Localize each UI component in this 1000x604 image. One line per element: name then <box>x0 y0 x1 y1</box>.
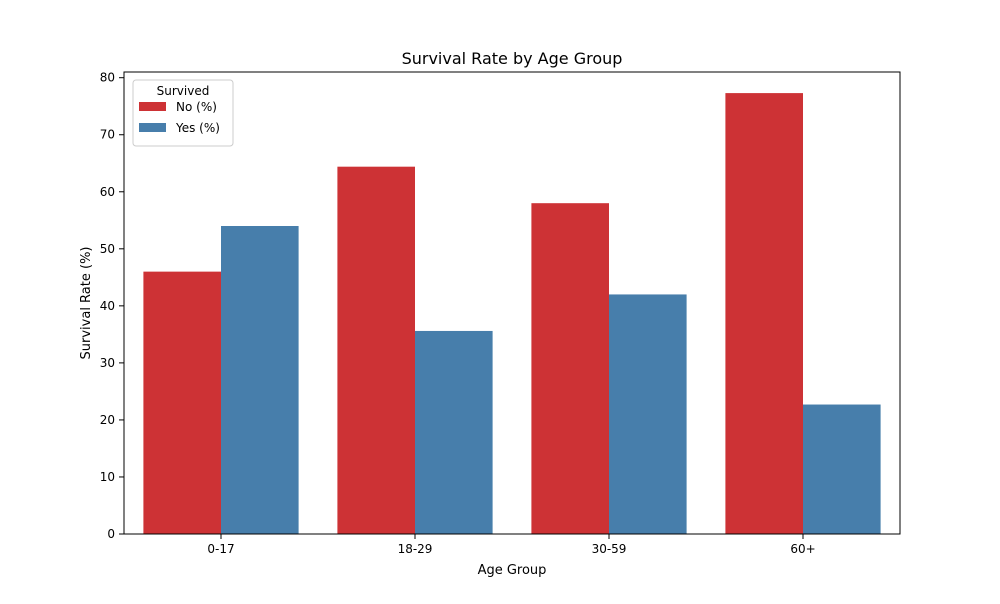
y-tick-label: 80 <box>100 71 115 85</box>
legend-swatch-yes <box>139 123 166 132</box>
bar-yes-60+ <box>803 404 881 534</box>
bar-no-60+ <box>725 93 803 534</box>
y-tick-label: 70 <box>100 128 115 142</box>
chart-title: Survival Rate by Age Group <box>402 49 623 68</box>
y-tick-label: 50 <box>100 242 115 256</box>
y-axis-label: Survival Rate (%) <box>79 247 94 360</box>
legend: Survived No (%) Yes (%) <box>132 79 234 147</box>
plot-frame <box>123 71 901 535</box>
bar-yes-18-29 <box>415 330 493 534</box>
bar-no-30-59 <box>531 203 609 534</box>
legend-swatch-no <box>139 102 166 111</box>
legend-items: No (%) Yes (%) <box>139 100 220 135</box>
x-tick-label: 30-59 <box>592 542 627 556</box>
bar-yes-0-17 <box>221 226 299 534</box>
x-axis: 0-17 18-29 30-59 60+ <box>207 534 816 556</box>
y-tick-label: 10 <box>100 470 115 484</box>
x-tick-label: 18-29 <box>398 542 433 556</box>
x-axis-label: Age Group <box>478 563 547 578</box>
y-tick-label: 0 <box>107 527 115 541</box>
y-tick-label: 30 <box>100 356 115 370</box>
legend-label-no: No (%) <box>176 100 217 114</box>
y-axis: 0 10 20 30 40 50 60 70 80 <box>100 71 124 541</box>
x-tick-label: 60+ <box>790 542 815 556</box>
bar-yes-30-59 <box>609 294 687 534</box>
y-tick-label: 20 <box>100 413 115 427</box>
y-tick-label: 60 <box>100 185 115 199</box>
y-tick-label: 40 <box>100 299 115 313</box>
bar-no-0-17 <box>143 271 221 534</box>
legend-title: Survived <box>157 84 210 98</box>
x-tick-label: 0-17 <box>207 542 234 556</box>
bar-no-18-29 <box>337 166 415 534</box>
bars-layer <box>143 93 881 534</box>
legend-label-yes: Yes (%) <box>175 121 220 135</box>
